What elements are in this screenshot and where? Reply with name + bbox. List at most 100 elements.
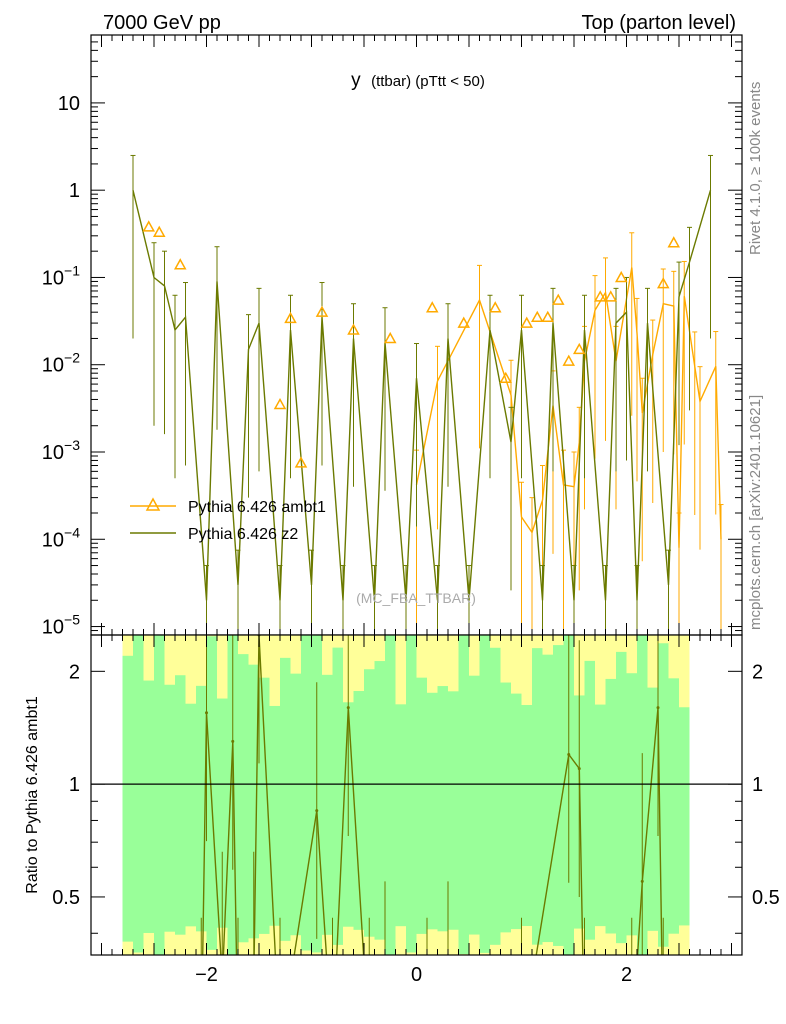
y-tick-base: 10	[42, 529, 64, 551]
band-inner-bin	[469, 676, 480, 935]
ratio-point	[252, 979, 255, 982]
y-tick-base: 10	[42, 355, 64, 377]
y-tick-exponent: −5	[64, 612, 80, 628]
y-tick-label: 10−1	[42, 262, 80, 289]
band-inner-bin	[522, 705, 533, 926]
ratio-y-tick-label-right: 0.5	[752, 887, 780, 909]
ratio-point	[657, 706, 660, 709]
ratio-point	[447, 1008, 450, 1011]
y-tick-exponent: −2	[64, 350, 80, 366]
band-inner-bin	[144, 681, 155, 933]
y-tick-exponent: −1	[64, 262, 80, 278]
x-tick-label: 2	[621, 964, 632, 986]
y-tick-base: 10	[42, 442, 64, 464]
band-inner-bin	[511, 694, 522, 929]
ratio-y-tick-label-right: 1	[752, 774, 763, 796]
ratio-y-tick-label-right: 2	[752, 661, 763, 683]
band-inner-bin	[291, 674, 302, 936]
ratio-point	[347, 706, 350, 709]
band-inner-bin	[417, 678, 428, 934]
energy-label: 7000 GeV pp	[103, 12, 221, 34]
band-inner-bin	[427, 693, 438, 930]
band-inner-bin	[438, 686, 449, 931]
y-tick-base: 10	[58, 93, 80, 115]
mcplots-label: mcplots.cern.ch [arXiv:2401.10621]	[747, 395, 764, 630]
band-inner-bin	[501, 683, 512, 933]
y-tick-label: 10	[58, 93, 80, 115]
band-inner-bin	[679, 707, 690, 925]
ratio-point	[205, 711, 208, 714]
ambt1-triangle-marker	[275, 400, 285, 409]
y-tick-label: 10−4	[42, 524, 80, 551]
ambt1-triangle-marker	[385, 333, 395, 342]
band-inner-bin	[396, 704, 407, 926]
band-inner-bin	[543, 655, 554, 942]
ratio-y-tick-label-left: 2	[69, 661, 80, 683]
band-inner-bin	[123, 656, 134, 942]
ambt1-triangle-marker	[427, 303, 437, 312]
ratio-y-tick-label-left: 0.5	[52, 887, 80, 909]
y-tick-label: 10−3	[42, 437, 80, 464]
band-inner-bin	[448, 691, 459, 929]
band-inner-bin	[490, 648, 501, 945]
ambt1-triangle-marker	[490, 303, 500, 312]
ratio-point	[641, 880, 644, 883]
band-inner-bin	[186, 704, 197, 927]
band-inner-bin	[595, 705, 606, 927]
ambt1-triangle-marker	[175, 260, 185, 269]
band-inner-bin	[322, 675, 333, 935]
legend-z2-label: Pythia 6.426 z2	[188, 526, 298, 543]
y-tick-base: 1	[69, 180, 80, 202]
process-label: Top (parton level)	[581, 12, 736, 34]
band-inner-bin	[133, 631, 144, 953]
ratio-point	[384, 1008, 387, 1011]
band-inner-bin	[606, 679, 617, 934]
band-inner-bin	[385, 621, 396, 957]
ambt1-triangle-marker	[532, 312, 542, 321]
band-inner-bin	[406, 631, 417, 953]
band-inner-bin	[585, 661, 596, 940]
ambt1-triangle-marker	[543, 312, 553, 321]
ambt1-triangle-marker	[564, 356, 574, 365]
y-tick-label: 1	[69, 180, 80, 202]
ratio-point	[231, 740, 234, 743]
legend: Pythia 6.426 ambt1 Pythia 6.426 z2	[130, 499, 326, 543]
ratio-uncertainty-bands	[123, 617, 690, 960]
ambt1-triangle-marker	[574, 344, 584, 353]
rivet-version-label: Rivet 4.1.0, ≥ 100k events	[747, 82, 764, 255]
y-tick-label: 10−5	[42, 612, 80, 639]
figure: 7000 GeV pp Top (parton level) Rivet 4.1…	[0, 0, 786, 1024]
band-inner-bin	[480, 630, 491, 953]
legend-ambt1-triangle-icon	[147, 499, 159, 510]
ambt1-triangle-marker	[669, 238, 679, 247]
band-inner-bin	[532, 648, 543, 945]
y-tick-base: 10	[42, 267, 64, 289]
chart-title: y (ttbar) (pTtt < 50)	[351, 70, 485, 91]
y-tick-label: 10−2	[42, 350, 80, 377]
analysis-watermark: (MC_FBA_TTBAR)	[356, 590, 476, 606]
ratio-point	[567, 753, 570, 756]
ratio-point	[578, 767, 581, 770]
title-main: y	[351, 70, 361, 91]
ratio-y-axis-label: Ratio to Pythia 6.426 ambt1	[24, 696, 41, 894]
ambt1-triangle-marker	[553, 295, 563, 304]
band-inner-bin	[175, 675, 186, 934]
ambt1-triangle-marker	[154, 227, 164, 236]
band-inner-bin	[616, 652, 627, 943]
ambt1-triangle-marker	[606, 292, 616, 301]
band-inner-bin	[270, 706, 281, 926]
band-inner-bin	[459, 627, 470, 954]
band-inner-bin	[280, 658, 291, 941]
ratio-point	[221, 979, 224, 982]
ambt1-triangle-marker	[144, 222, 154, 231]
x-tick-label: 0	[411, 964, 422, 986]
band-inner-bin	[238, 654, 249, 942]
band-inner-bin	[165, 685, 176, 932]
x-tick-label: −2	[195, 964, 218, 986]
ratio-point	[315, 809, 318, 812]
band-inner-bin	[364, 669, 375, 936]
ratio-plot-panel: −2 0 20.5 0.51 12 2 Ratio to Pythia 6.426 amb…	[24, 605, 780, 1024]
band-inner-bin	[375, 661, 386, 940]
band-inner-bin	[333, 648, 344, 945]
legend-ambt1-label: Pythia 6.426 ambt1	[188, 499, 326, 516]
